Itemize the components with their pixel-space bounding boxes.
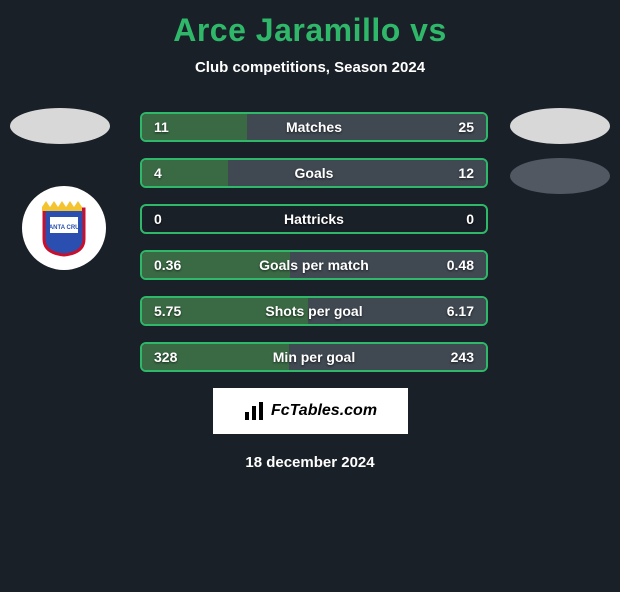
comparison-content: SANTA CRUZ 1125Matches 412Goals 00Hattrick… — [0, 112, 620, 372]
stat-row: 0.360.48Goals per match — [140, 250, 488, 280]
stat-label: Matches — [142, 114, 486, 140]
brand-text: FcTables.com — [271, 402, 377, 420]
stats-bars: 1125Matches 412Goals 00Hattricks 0.360.48Go… — [140, 112, 488, 372]
left-player-placeholder — [10, 108, 110, 144]
brand-chart-icon — [243, 400, 265, 422]
club-crest: SANTA CRUZ — [22, 186, 106, 270]
club-crest-icon: SANTA CRUZ — [40, 199, 88, 257]
stat-label: Min per goal — [142, 344, 486, 370]
stat-row: 00Hattricks — [140, 204, 488, 234]
svg-text:SANTA CRUZ: SANTA CRUZ — [45, 225, 84, 231]
stat-row: 412Goals — [140, 158, 488, 188]
stat-row: 328243Min per goal — [140, 342, 488, 372]
stat-label: Goals — [142, 160, 486, 186]
title-player: Arce Jaramillo — [173, 12, 401, 48]
stat-label: Goals per match — [142, 252, 486, 278]
subtitle: Club competitions, Season 2024 — [0, 59, 620, 76]
stat-row: 5.756.17Shots per goal — [140, 296, 488, 326]
brand-badge: FcTables.com — [213, 388, 408, 434]
stat-label: Hattricks — [142, 206, 486, 232]
stat-row: 1125Matches — [140, 112, 488, 142]
title-vs: vs — [410, 12, 447, 48]
page-title: Arce Jaramillo vs — [0, 12, 620, 49]
footer-date: 18 december 2024 — [0, 454, 620, 471]
right-player-placeholder-1 — [510, 108, 610, 144]
stat-label: Shots per goal — [142, 298, 486, 324]
right-player-placeholder-2 — [510, 158, 610, 194]
